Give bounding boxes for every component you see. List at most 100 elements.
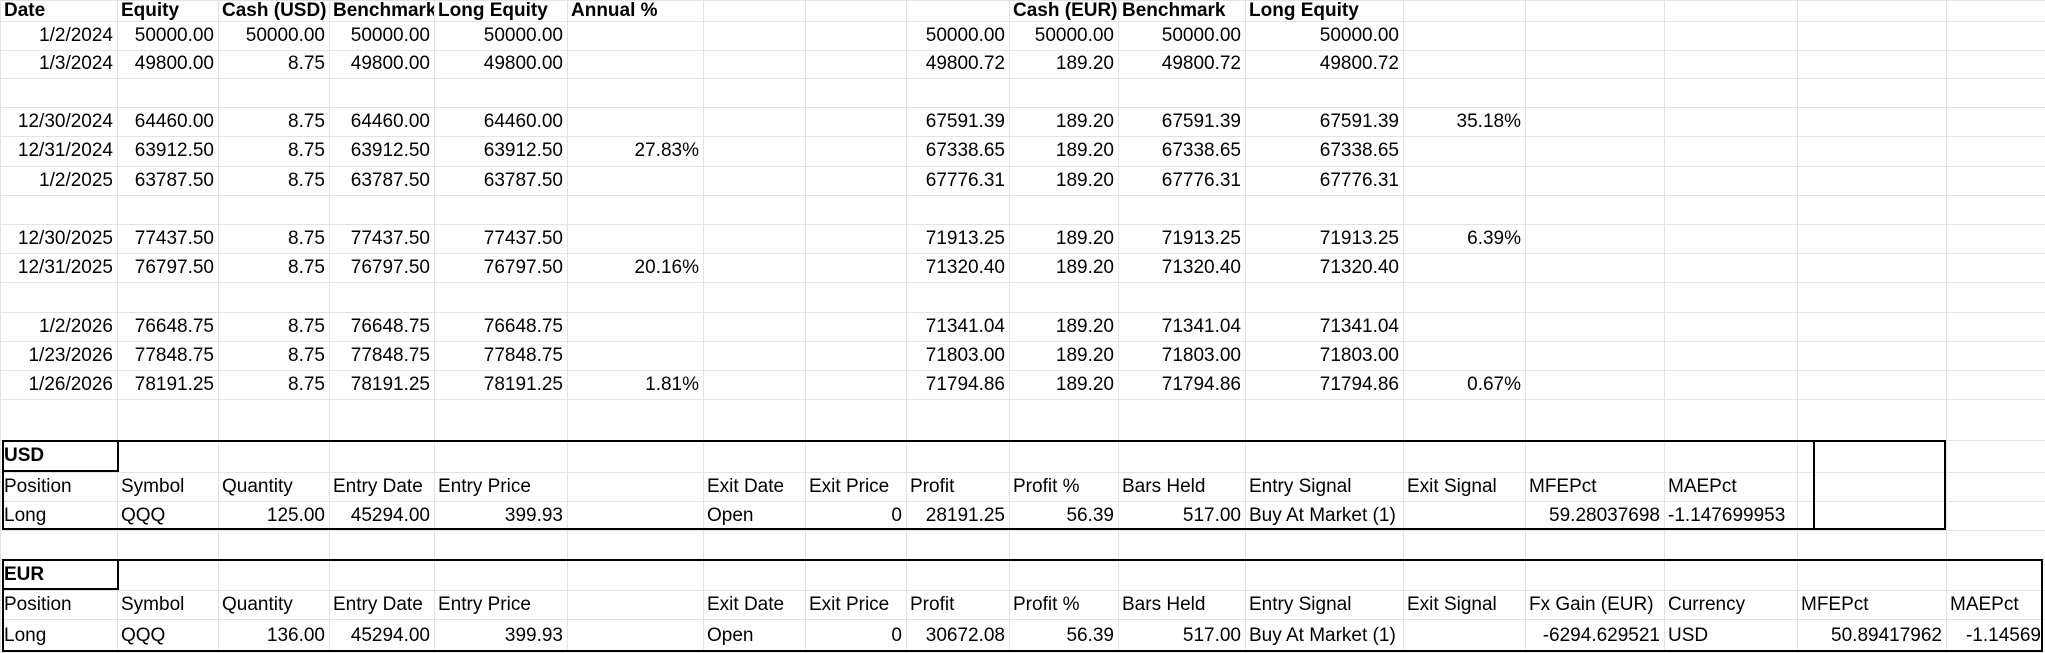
- cell[interactable]: 71341.04: [925, 315, 1005, 337]
- cell[interactable]: 517.00: [1182, 624, 1241, 646]
- cell[interactable]: 78191.25: [350, 373, 430, 395]
- cell[interactable]: MAEPct: [1668, 475, 1737, 497]
- cell[interactable]: Fx Gain (EUR): [1529, 593, 1654, 615]
- cell[interactable]: 27.83%: [634, 140, 699, 161]
- cell[interactable]: Cash (EUR): [1013, 0, 1118, 21]
- cell[interactable]: 1/2/2026: [39, 315, 113, 337]
- cell[interactable]: Open: [707, 624, 754, 646]
- cell[interactable]: Entry Signal: [1249, 475, 1352, 497]
- cell[interactable]: 63787.50: [483, 169, 563, 191]
- cell[interactable]: Exit Date: [707, 475, 785, 497]
- cell[interactable]: Long Equity: [1249, 0, 1359, 21]
- cell[interactable]: Symbol: [121, 475, 185, 497]
- cell[interactable]: 56.39: [1066, 504, 1114, 526]
- cell[interactable]: 12/31/2025: [17, 256, 113, 278]
- cell[interactable]: 67338.65: [1319, 140, 1399, 161]
- cell[interactable]: 71794.86: [925, 373, 1005, 395]
- cell[interactable]: 1/2/2025: [39, 169, 113, 191]
- cell[interactable]: 8.75: [288, 53, 325, 74]
- cell[interactable]: QQQ: [121, 504, 166, 526]
- cell[interactable]: Entry Price: [438, 475, 531, 497]
- cell[interactable]: -1.147699953: [1668, 504, 1786, 526]
- cell[interactable]: 30672.08: [925, 624, 1005, 646]
- cell[interactable]: 63912.50: [134, 140, 214, 161]
- cell[interactable]: 63787.50: [134, 169, 214, 191]
- cell[interactable]: Position: [4, 593, 72, 615]
- cell[interactable]: 76648.75: [134, 315, 214, 337]
- cell[interactable]: 49800.72: [925, 53, 1005, 74]
- cell[interactable]: EUR: [4, 563, 45, 585]
- cell[interactable]: Cash (USD): [222, 0, 327, 21]
- cell[interactable]: 189.20: [1055, 227, 1114, 249]
- cell[interactable]: 50000.00: [134, 24, 214, 46]
- cell[interactable]: 78191.25: [134, 373, 214, 395]
- cell[interactable]: 64460.00: [134, 110, 214, 132]
- cell[interactable]: 78191.25: [483, 373, 563, 395]
- cell[interactable]: 71320.40: [925, 256, 1005, 278]
- cell[interactable]: 50000.00: [1319, 24, 1399, 46]
- cell[interactable]: Long: [4, 624, 47, 646]
- cell[interactable]: 63912.50: [483, 140, 563, 161]
- cell[interactable]: 71320.40: [1161, 256, 1241, 278]
- cell[interactable]: Long Equity: [438, 0, 548, 21]
- cell[interactable]: 189.20: [1055, 315, 1114, 337]
- cell[interactable]: 28191.25: [925, 504, 1005, 526]
- cell[interactable]: 8.75: [288, 373, 325, 395]
- cell[interactable]: 50000.00: [1161, 24, 1241, 46]
- cell[interactable]: Exit Signal: [1407, 593, 1497, 615]
- cell[interactable]: 6.39%: [1467, 227, 1521, 249]
- cell[interactable]: 189.20: [1055, 140, 1114, 161]
- cell[interactable]: MFEPct: [1529, 475, 1597, 497]
- cell[interactable]: 77848.75: [134, 344, 214, 366]
- cell[interactable]: 77437.50: [134, 227, 214, 249]
- cell[interactable]: Entry Date: [333, 475, 423, 497]
- cell[interactable]: 59.28037698: [1549, 504, 1660, 526]
- cell[interactable]: Entry Date: [333, 593, 423, 615]
- cell[interactable]: 71341.04: [1319, 315, 1399, 337]
- cell[interactable]: 49800.00: [350, 53, 430, 74]
- cell[interactable]: Profit: [910, 475, 955, 497]
- cell[interactable]: 49800.72: [1319, 53, 1399, 74]
- cell[interactable]: 125.00: [266, 504, 325, 526]
- cell[interactable]: 67776.31: [925, 169, 1005, 191]
- cell[interactable]: 50000.00: [925, 24, 1005, 46]
- cell[interactable]: 71341.04: [1161, 315, 1241, 337]
- cell[interactable]: 71794.86: [1319, 373, 1399, 395]
- cell[interactable]: 189.20: [1055, 373, 1114, 395]
- cell[interactable]: USD: [1668, 624, 1709, 646]
- cell[interactable]: 50.89417962: [1831, 624, 1942, 646]
- cell[interactable]: 76648.75: [350, 315, 430, 337]
- cell[interactable]: USD: [4, 445, 45, 466]
- cell[interactable]: 1/2/2024: [39, 24, 113, 46]
- cell[interactable]: 50000.00: [483, 24, 563, 46]
- cell[interactable]: 12/30/2025: [17, 227, 113, 249]
- cell[interactable]: Entry Price: [438, 593, 531, 615]
- cell[interactable]: Profit %: [1013, 475, 1080, 497]
- cell[interactable]: Entry Signal: [1249, 593, 1352, 615]
- cell[interactable]: 12/30/2024: [17, 110, 113, 132]
- cell[interactable]: 8.75: [288, 227, 325, 249]
- cell[interactable]: 67591.39: [1319, 110, 1399, 132]
- cell[interactable]: 76797.50: [134, 256, 214, 278]
- cell[interactable]: 67591.39: [1161, 110, 1241, 132]
- cell[interactable]: Symbol: [121, 593, 185, 615]
- cell[interactable]: 77437.50: [483, 227, 563, 249]
- cell[interactable]: 8.75: [288, 315, 325, 337]
- cell[interactable]: 189.20: [1055, 53, 1114, 74]
- cell[interactable]: Date: [4, 0, 46, 21]
- cell[interactable]: 64460.00: [483, 110, 563, 132]
- cell[interactable]: Exit Price: [809, 475, 890, 497]
- cell[interactable]: 189.20: [1055, 344, 1114, 366]
- cell[interactable]: Quantity: [222, 593, 293, 615]
- cell[interactable]: 8.75: [288, 256, 325, 278]
- cell[interactable]: 71803.00: [1161, 344, 1241, 366]
- cell[interactable]: 76797.50: [350, 256, 430, 278]
- cell[interactable]: 76797.50: [483, 256, 563, 278]
- cell[interactable]: 0: [891, 504, 902, 526]
- cell[interactable]: 0.67%: [1467, 373, 1521, 395]
- cell[interactable]: 45294.00: [350, 624, 430, 646]
- cell[interactable]: 67591.39: [925, 110, 1005, 132]
- cell[interactable]: 8.75: [288, 110, 325, 132]
- cell[interactable]: Profit: [910, 593, 955, 615]
